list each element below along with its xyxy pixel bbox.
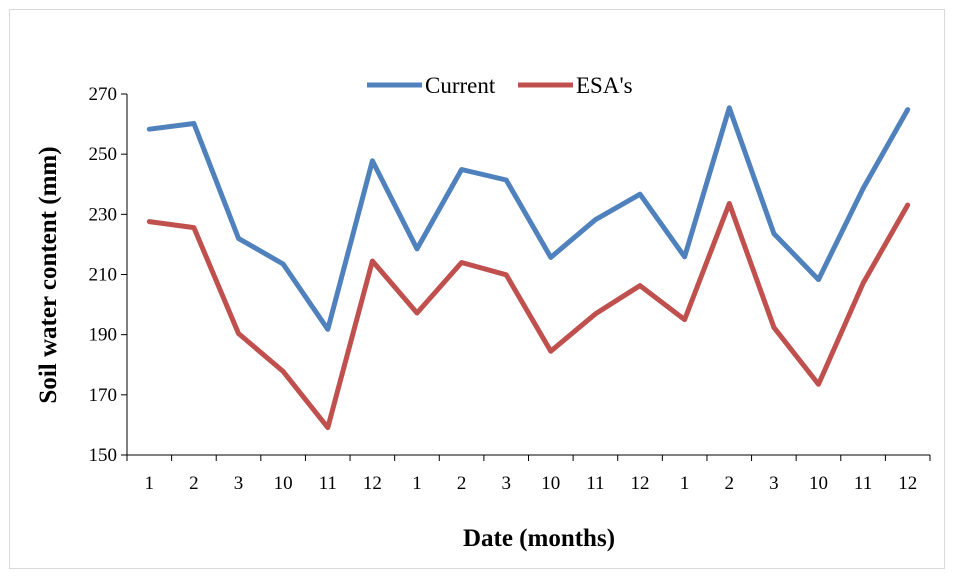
x-axis-title: Date (months) [463, 525, 615, 552]
y-tick-label: 150 [89, 445, 118, 466]
x-tick-label: 2 [189, 473, 199, 494]
x-tick-label: 11 [854, 473, 872, 494]
series-line-esas [146, 201, 911, 431]
y-tick-label: 170 [89, 385, 118, 406]
x-tick-label: 11 [319, 473, 337, 494]
x-tick-label: 2 [457, 473, 467, 494]
x-tick-label: 3 [501, 473, 511, 494]
x-tick-label: 3 [769, 473, 779, 494]
x-tick-label: 1 [145, 473, 155, 494]
x-tick-label: 1 [680, 473, 690, 494]
x-tick-label: 12 [898, 473, 917, 494]
y-axis-title: Soil water content (mm) [35, 146, 62, 403]
x-tick-label: 11 [586, 473, 604, 494]
x-tick-label: 10 [541, 473, 560, 494]
y-axis: 150 170 190 210 230 250 270 [89, 84, 128, 466]
series-layer [146, 105, 911, 431]
x-tick-label: 12 [631, 473, 650, 494]
chart-frame [9, 9, 945, 569]
x-tick-label: 10 [809, 473, 828, 494]
legend-label-esas: ESA's [576, 73, 633, 98]
legend-label-current: Current [425, 73, 496, 98]
x-tick-label: 1 [412, 473, 422, 494]
x-tick-label: 2 [725, 473, 735, 494]
y-tick-label: 250 [89, 144, 118, 165]
x-tick-label: 10 [274, 473, 293, 494]
x-axis: 1 2 3 10 11 12 1 2 3 10 11 12 1 2 3 10 11 12 [126, 454, 931, 494]
y-tick-label: 230 [89, 204, 118, 225]
x-tick-label: 12 [363, 473, 382, 494]
y-tick-label: 210 [89, 265, 118, 286]
legend: Current ESA's [367, 73, 633, 98]
y-tick-label: 270 [89, 84, 118, 105]
x-tick-label: 3 [234, 473, 244, 494]
series-line-current [146, 105, 911, 332]
y-tick-label: 190 [89, 325, 118, 346]
